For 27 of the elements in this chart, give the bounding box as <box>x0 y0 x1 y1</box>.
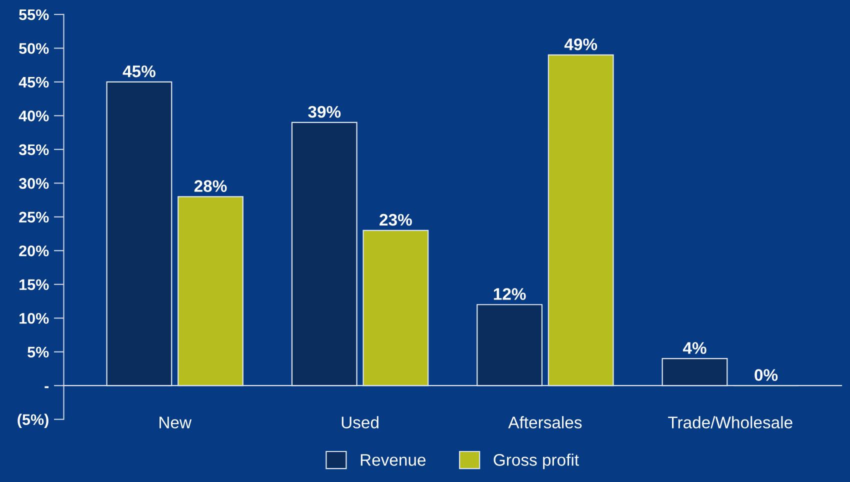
x-tick-label: Aftersales <box>508 416 582 428</box>
y-tick-label: 35% <box>18 144 49 156</box>
y-tick-label: 30% <box>18 178 49 189</box>
x-tick-label: Used <box>342 416 378 428</box>
data-label: 12% <box>494 288 526 300</box>
x-tick-label: New <box>160 416 192 428</box>
y-tick-label: 15% <box>20 279 49 290</box>
data-label: 28% <box>194 180 227 192</box>
y-tick-label: (5%) <box>18 414 48 428</box>
data-label: 23% <box>380 214 412 226</box>
data-label: 4% <box>682 342 706 354</box>
y-tick-label: 5% <box>28 346 49 358</box>
y-tick-label: 25% <box>19 212 49 223</box>
data-label: 49% <box>564 38 598 50</box>
data-label: 39% <box>308 106 341 118</box>
y-tick-label: 50% <box>19 43 49 54</box>
y-tick-label: 20% <box>19 246 49 256</box>
legend-label: Gross profit <box>494 454 579 470</box>
data-label: 45% <box>122 65 156 78</box>
y-tick-label: 10% <box>20 312 49 324</box>
data-label: 0% <box>754 369 778 381</box>
y-tick-label: 45% <box>18 76 49 88</box>
y-tick-label: 55% <box>19 9 49 20</box>
y-tick-label: 40% <box>18 110 49 122</box>
legend-label: Revenue <box>360 454 426 466</box>
y-tick-label: - <box>44 386 49 388</box>
x-tick-label: Trade/Wholesale <box>668 416 792 428</box>
